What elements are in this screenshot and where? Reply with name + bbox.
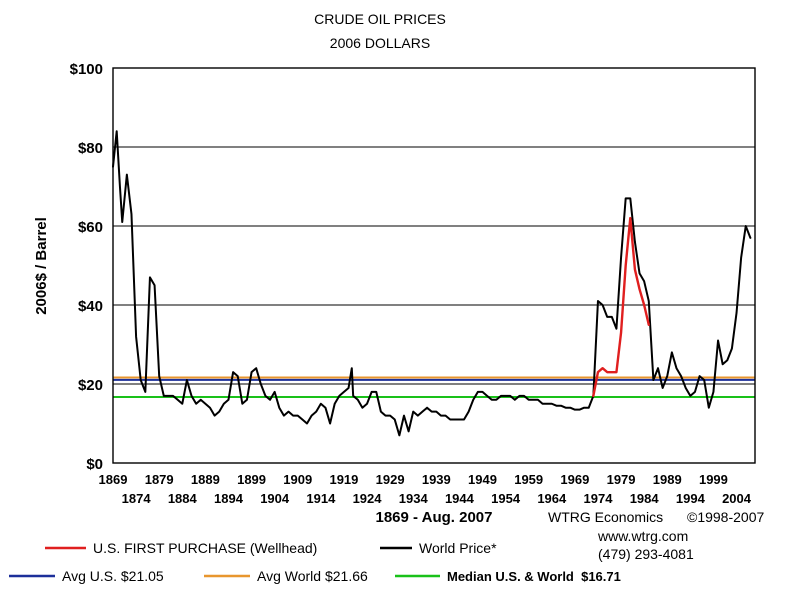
y-tick-label-1: $20 [78,377,103,394]
x-tick-label-upper-9: 1959 [514,472,543,487]
x-tick-label-upper-6: 1929 [376,472,405,487]
legend-label-world-price: World Price* [419,540,497,556]
x-tick-label-lower-2: 1894 [214,491,244,506]
legend: U.S. FIRST PURCHASE (Wellhead) World Pri… [9,540,621,584]
x-tick-labels: 1869 1879 1889 1899 1909 1919 1929 1939 1949 1959… [99,472,752,506]
chart-subtitle: 2006 DOLLARS [330,35,430,51]
credits-org: WTRG Economics [548,509,663,525]
x-tick-label-lower-12: 1994 [676,491,706,506]
x-tick-label-upper-11: 1979 [607,472,636,487]
plot-frame [112,67,756,464]
x-tick-label-upper-8: 1949 [468,472,497,487]
x-tick-label-upper-3: 1899 [237,472,266,487]
y-tick-labels: $0 $20 $40 $60 $80 $100 [70,61,103,473]
credits-site: www.wtrg.com [597,528,688,544]
x-tick-label-lower-7: 1944 [445,491,475,506]
x-tick-label-lower-6: 1934 [399,491,429,506]
y-tick-label-5: $100 [70,61,103,78]
credits-copyright: ©1998-2007 [687,509,764,525]
x-tick-label-lower-5: 1924 [353,491,383,506]
y-tick-label-2: $40 [78,298,103,315]
x-tick-label-lower-3: 1904 [260,491,290,506]
x-tick-label-upper-1: 1879 [145,472,174,487]
legend-label-median: Median U.S. & World $16.71 [447,569,621,584]
y-tick-label-4: $80 [78,140,103,157]
plot-area [113,68,755,463]
credits-phone: (479) 293-4081 [598,546,694,562]
chart-title: CRUDE OIL PRICES [314,11,446,27]
y-tick-label-0: $0 [86,456,103,473]
x-tick-label-lower-13: 2004 [722,491,752,506]
x-tick-label-lower-11: 1984 [630,491,660,506]
x-tick-label-upper-2: 1889 [191,472,220,487]
x-tick-label-lower-4: 1914 [306,491,336,506]
legend-label-us-first-purchase: U.S. FIRST PURCHASE (Wellhead) [93,540,317,556]
x-tick-label-upper-0: 1869 [99,472,128,487]
x-tick-label-lower-9: 1964 [537,491,567,506]
x-tick-label-lower-8: 1954 [491,491,521,506]
x-tick-label-lower-0: 1874 [122,491,152,506]
x-axis-label: 1869 - Aug. 2007 [375,509,492,526]
x-tick-label-upper-4: 1909 [283,472,312,487]
series-line-u-s-first-purchase-wellhead [592,216,650,398]
x-tick-label-lower-1: 1884 [168,491,198,506]
series-layer [112,130,752,437]
x-tick-label-upper-5: 1919 [329,472,358,487]
legend-label-avg-world: Avg World $21.66 [257,568,368,584]
series-line-world-price [112,130,752,437]
x-tick-label-upper-7: 1939 [422,472,451,487]
x-tick-label-upper-10: 1969 [560,472,589,487]
x-tick-label-upper-13: 1999 [699,472,728,487]
legend-label-avg-us: Avg U.S. $21.05 [62,568,164,584]
x-tick-label-lower-10: 1974 [584,491,614,506]
x-tick-label-upper-12: 1989 [653,472,682,487]
y-tick-label-3: $60 [78,219,103,236]
reference-lines [113,376,755,398]
y-axis-label: 2006$ / Barrel [33,217,50,315]
